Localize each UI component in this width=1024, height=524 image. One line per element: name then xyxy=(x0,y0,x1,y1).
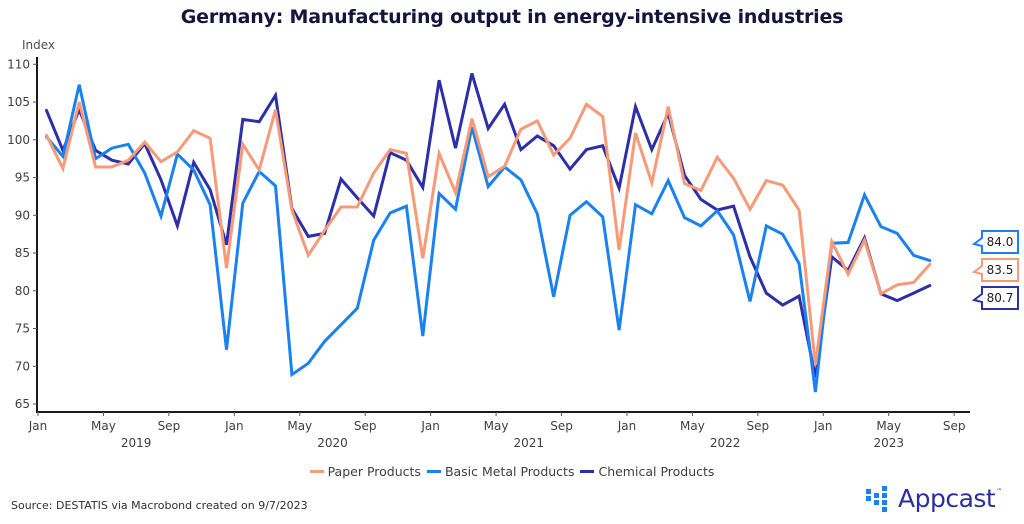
y-axis-title: Index xyxy=(22,38,55,52)
last-value-callouts: 84.0 83.5 80.7 xyxy=(971,230,1019,310)
callout-box xyxy=(971,258,1019,282)
x-tick-label: Sep xyxy=(550,419,573,433)
callout-basic-metal-products: 84.0 xyxy=(971,230,1019,254)
source-note: Source: DESTATIS via Macrobond created o… xyxy=(11,499,308,512)
legend-item-chemical[interactable]: Chemical Products xyxy=(580,464,714,479)
y-tick-label: 80 xyxy=(15,284,30,298)
x-tick-label: May xyxy=(876,419,901,433)
y-tick-label: 75 xyxy=(15,322,30,336)
appcast-logo: Appcast ™ xyxy=(866,484,1002,513)
x-tick-label: Jan xyxy=(617,419,637,433)
x-tick-label: Sep xyxy=(943,419,966,433)
legend: Paper Products Basic Metal Products Chem… xyxy=(0,464,1024,479)
x-year-label: 2021 xyxy=(514,436,545,450)
y-axis: Index 65 70 75 80 85 90 95 100 105 110 xyxy=(7,38,55,412)
appcast-logo-text: Appcast xyxy=(898,484,996,513)
x-year-label: 2022 xyxy=(710,436,741,450)
legend-item-basic-metal[interactable]: Basic Metal Products xyxy=(426,464,575,479)
y-tick-label: 110 xyxy=(7,57,30,71)
x-tick-label: Jan xyxy=(28,419,48,433)
legend-label-paper: Paper Products xyxy=(327,464,421,479)
y-tick-label: 95 xyxy=(15,171,30,185)
legend-swatch-chemical xyxy=(580,470,595,473)
y-tick-label: 105 xyxy=(7,95,30,109)
x-tick-label: May xyxy=(287,419,312,433)
callout-box xyxy=(971,230,1019,254)
y-tick-label: 85 xyxy=(15,246,30,260)
legend-item-paper[interactable]: Paper Products xyxy=(309,464,421,479)
callout-value: 84.0 xyxy=(987,235,1014,249)
series-line-basic-metal-products xyxy=(45,84,932,393)
x-year-label: 2023 xyxy=(873,436,904,450)
x-tick-label: Sep xyxy=(354,419,377,433)
y-tick-label: 70 xyxy=(15,359,30,373)
callout-chemical-products: 80.7 xyxy=(971,286,1019,310)
x-tick-label: Sep xyxy=(747,419,770,433)
callout-box xyxy=(971,286,1019,310)
legend-label-chemical: Chemical Products xyxy=(598,464,715,479)
callout-value: 80.7 xyxy=(987,291,1014,305)
callout-value: 83.5 xyxy=(987,263,1014,277)
x-tick-label: Sep xyxy=(158,419,181,433)
legend-swatch-paper xyxy=(309,470,324,473)
x-tick-label: Jan xyxy=(813,419,833,433)
y-tick-label: 90 xyxy=(15,208,30,222)
series-lines xyxy=(45,72,932,393)
x-tick-label: May xyxy=(484,419,509,433)
series-line-chemical-products xyxy=(45,72,932,378)
appcast-logo-icon xyxy=(866,485,887,512)
x-tick-label: May xyxy=(91,419,116,433)
x-tick-label: Jan xyxy=(224,419,244,433)
series-line-paper-products xyxy=(45,101,932,365)
callout-paper-products: 83.5 xyxy=(971,258,1019,282)
legend-label-basic-metal: Basic Metal Products xyxy=(444,464,575,479)
x-year-label: 2019 xyxy=(121,436,152,450)
x-tick-label: Jan xyxy=(420,419,440,433)
y-tick-label: 65 xyxy=(15,397,30,411)
y-tick-label: 100 xyxy=(7,133,30,147)
x-tick-label: May xyxy=(680,419,705,433)
trademark-symbol: ™ xyxy=(996,488,1003,495)
legend-swatch-basic-metal xyxy=(426,470,441,473)
x-axis: Jan May Sep Jan May Sep Jan May Sep Jan May Sep Jan M… xyxy=(28,411,970,450)
x-year-label: 2020 xyxy=(317,436,348,450)
chart-title: Germany: Manufacturing output in energy-… xyxy=(180,6,844,28)
